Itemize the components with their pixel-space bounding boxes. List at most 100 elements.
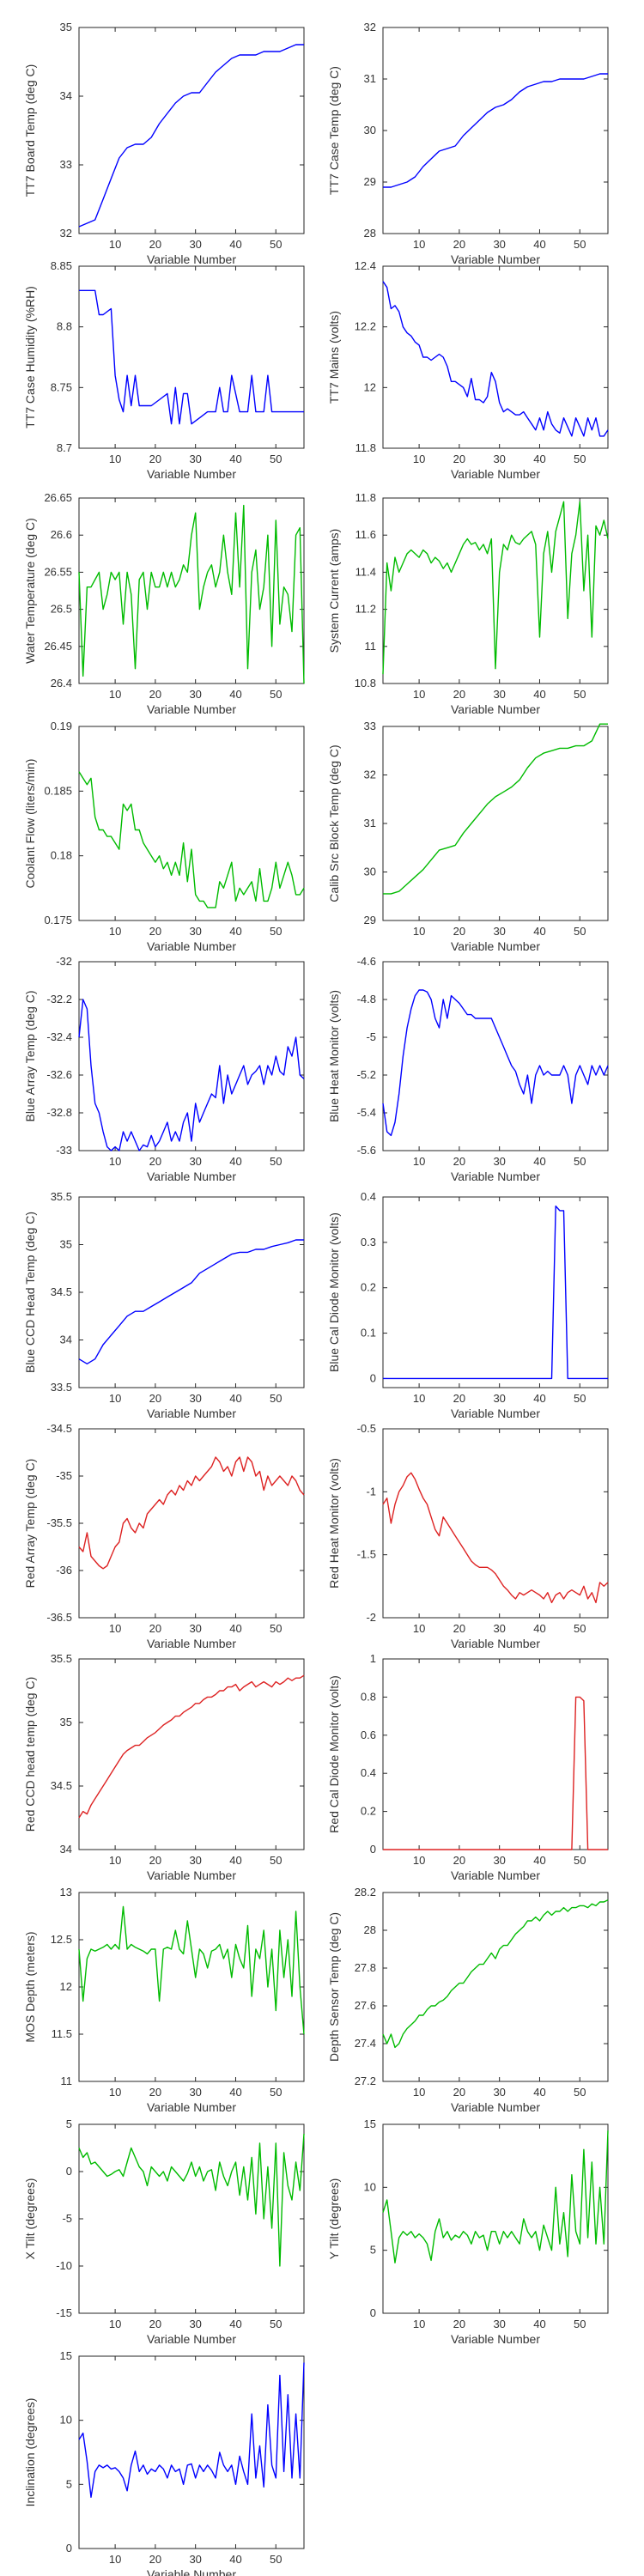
y-axis-label: Y Tilt (degrees): [327, 2178, 341, 2260]
y-tick-label: 12: [364, 380, 376, 393]
y-tick-label: 30: [364, 866, 376, 878]
y-axis-label: Blue Heat Monitor (volts): [327, 990, 341, 1122]
x-tick-label: 20: [453, 453, 465, 465]
x-axis-label: Variable Number: [451, 2100, 540, 2114]
x-tick-label: 30: [189, 453, 201, 465]
y-tick-label: 35.5: [51, 1652, 72, 1665]
y-tick-label: -0.5: [357, 1422, 376, 1435]
series-line: [383, 1696, 608, 1850]
x-axis-label: Variable Number: [451, 1868, 540, 1882]
y-tick-label: -36: [56, 1564, 72, 1577]
y-tick-label: 26.4: [51, 677, 72, 690]
chart-panel: 28 29 30 31 32 10 20 30 40 50 Variable Number TT7 C…: [327, 21, 609, 266]
x-tick-label: 10: [109, 2086, 121, 2099]
x-tick-label: 10: [413, 1155, 425, 1168]
y-tick-label: -32.6: [46, 1068, 72, 1081]
chart-panel: 11.8 12 12.2 12.4 10 20 30 40 50 Variable Number T…: [327, 259, 609, 481]
x-axis-label: Variable Number: [147, 1868, 236, 1882]
chart-panel: 0.175 0.18 0.185 0.19 10 20 30 40 50 Variable Num…: [23, 720, 305, 953]
y-tick-label: 26.6: [51, 528, 72, 541]
x-tick-label: 40: [229, 688, 241, 701]
y-tick-label: -1: [366, 1485, 376, 1498]
x-axis-label: Variable Number: [451, 939, 540, 953]
x-tick-label: 10: [413, 238, 425, 251]
x-tick-label: 20: [453, 2086, 465, 2099]
x-tick-label: 40: [229, 453, 241, 465]
y-axis-label: Inclination (degrees): [23, 2398, 37, 2507]
x-tick-label: 30: [493, 2086, 505, 2099]
y-tick-label: 0: [66, 2165, 72, 2178]
y-tick-label: -34.5: [46, 1422, 72, 1435]
y-tick-label: 11: [61, 2075, 73, 2087]
x-tick-label: 40: [229, 1155, 241, 1168]
series-line: [78, 999, 305, 1151]
x-axis-label: Variable Number: [147, 1637, 236, 1650]
x-tick-label: 50: [270, 925, 282, 938]
x-tick-label: 50: [270, 1392, 282, 1405]
x-axis-label: Variable Number: [451, 702, 540, 716]
plot-frame: [78, 497, 305, 684]
y-tick-label: 15: [364, 2117, 376, 2130]
x-tick-label: 50: [574, 1155, 586, 1168]
x-tick-label: 20: [149, 925, 161, 938]
y-tick-label: 0: [370, 1843, 376, 1856]
x-axis-label: Variable Number: [147, 1170, 236, 1183]
y-tick-label: -4.8: [357, 993, 376, 1005]
chart-panel: -2 -1.5 -1 -0.5 10 20 30 40 50 Variable Number Red…: [327, 1422, 609, 1650]
x-tick-label: 10: [109, 453, 121, 465]
series-line: [79, 289, 304, 425]
y-tick-label: 8.85: [51, 259, 72, 272]
y-tick-label: 31: [364, 817, 376, 829]
y-axis-label: Coolant Flow (liters/min): [23, 759, 37, 889]
y-tick-label: 27.2: [355, 2075, 376, 2087]
x-tick-label: 40: [533, 1622, 545, 1635]
x-tick-label: 30: [493, 1155, 505, 1168]
x-tick-label: 10: [413, 688, 425, 701]
y-tick-label: -35.5: [46, 1516, 72, 1529]
x-tick-label: 30: [493, 925, 505, 938]
x-tick-label: 50: [270, 688, 282, 701]
series-line: [78, 1905, 305, 2035]
plot-frame: [78, 726, 305, 921]
x-tick-label: 10: [413, 2086, 425, 2099]
plot-frame: [382, 1892, 609, 2082]
y-tick-label: -35: [56, 1469, 72, 1482]
series-line: [78, 771, 305, 908]
y-tick-label: 10: [60, 2414, 72, 2427]
series-line: [78, 2362, 305, 2499]
x-tick-label: 10: [109, 2553, 121, 2566]
series-line: [383, 1205, 608, 1380]
y-tick-label: 0.1: [361, 1327, 376, 1340]
y-tick-label: -32: [56, 955, 72, 968]
series-line: [382, 2130, 609, 2264]
plot-frame: [78, 2355, 305, 2549]
y-axis-label: Red Array Temp (deg C): [23, 1459, 37, 1589]
y-tick-label: -5: [366, 1030, 376, 1043]
plot-frame: [382, 2123, 609, 2314]
y-tick-label: 35: [60, 21, 72, 33]
x-axis-label: Variable Number: [451, 252, 540, 266]
x-tick-label: 50: [270, 2553, 282, 2566]
y-tick-label: 0.2: [361, 1805, 376, 1818]
series-line: [382, 1899, 609, 2049]
x-axis-label: Variable Number: [147, 2100, 236, 2114]
plot-frame: [78, 1658, 305, 1850]
x-tick-label: 20: [149, 2086, 161, 2099]
x-axis-label: Variable Number: [451, 2332, 540, 2346]
y-tick-label: 10.8: [355, 677, 376, 690]
x-axis-label: Variable Number: [147, 467, 236, 481]
y-tick-label: 30: [364, 124, 376, 137]
x-tick-label: 10: [109, 925, 121, 938]
y-tick-label: 29: [364, 914, 376, 927]
x-tick-label: 20: [149, 238, 161, 251]
y-axis-label: TT7 Case Humidity (%RH): [23, 286, 37, 428]
chart-panel: -15 -10 -5 0 5 10 20 30 40 50 Variable Number X Til…: [23, 2117, 305, 2346]
x-tick-label: 10: [109, 688, 121, 701]
x-axis-label: Variable Number: [451, 1170, 540, 1183]
y-tick-label: -2: [366, 1611, 376, 1624]
y-tick-label: -5.6: [357, 1144, 376, 1157]
series-line: [382, 1472, 609, 1604]
y-tick-label: 35: [60, 1238, 72, 1251]
y-tick-label: 13: [60, 1886, 72, 1899]
x-tick-label: 30: [493, 1854, 505, 1867]
